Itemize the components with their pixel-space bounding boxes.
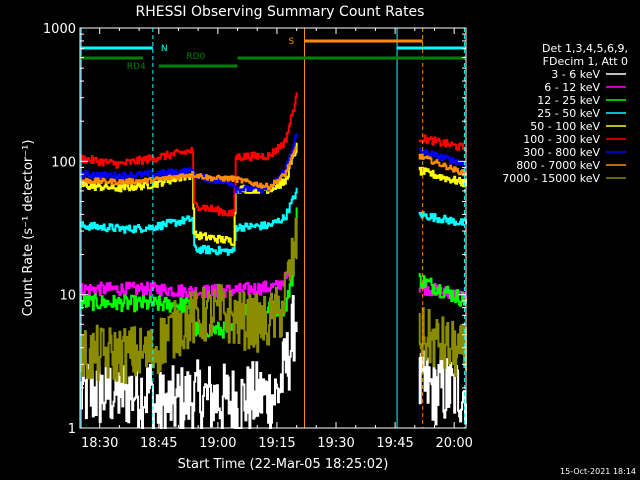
plot-data-layer bbox=[80, 92, 467, 429]
series-7 bbox=[80, 146, 467, 191]
y-tick-label-3: 1000 bbox=[43, 22, 76, 37]
rd0-label: RD0 bbox=[186, 52, 205, 62]
series-line-1-segment-0 bbox=[80, 232, 298, 300]
series-8 bbox=[80, 217, 467, 384]
series-line-6-segment-1 bbox=[418, 147, 467, 168]
x-tick-label-6: 20:00 bbox=[435, 436, 472, 451]
y-tick-label-2: 100 bbox=[51, 155, 76, 170]
series-3 bbox=[80, 187, 467, 256]
series-line-4-segment-1 bbox=[418, 166, 467, 188]
x-tick-label-2: 19:00 bbox=[199, 436, 236, 451]
chart-title: RHESSI Observing Summary Count Rates bbox=[136, 4, 425, 20]
y-axis-label: Count Rate (s⁻¹ detector⁻¹) bbox=[21, 140, 36, 317]
legend-label-2: 12 - 25 keV bbox=[537, 94, 600, 107]
legend-header-0: Det 1,3,4,5,6,9, bbox=[542, 42, 628, 55]
series-line-8-segment-0 bbox=[80, 217, 298, 384]
series-line-5-segment-0 bbox=[80, 92, 298, 217]
series-line-2-segment-1 bbox=[418, 273, 467, 307]
legend-label-1: 6 - 12 keV bbox=[544, 81, 600, 94]
axis-ticks: 18:30 18:45 19:00 19:15 19:30 19:45 20:00 1 10 10… bbox=[43, 22, 473, 451]
rd4-label: RD4 bbox=[127, 62, 146, 72]
legend-label-5: 100 - 300 keV bbox=[523, 133, 600, 146]
x-tick-label-0: 18:30 bbox=[81, 436, 118, 451]
x-axis-label: Start Time (22-Mar-05 18:25:02) bbox=[178, 457, 389, 472]
series-line-7-segment-1 bbox=[418, 153, 467, 177]
legend-header-1: FDecim 1, Att 0 bbox=[543, 55, 628, 68]
plot-frame bbox=[79, 27, 467, 429]
footer-date: 15-Oct-2021 18:14 bbox=[560, 467, 636, 476]
annotation-layer: N S RD0 RD4 bbox=[80, 28, 466, 428]
legend-label-8: 7000 - 15000 keV bbox=[502, 172, 600, 185]
x-tick-label-3: 19:15 bbox=[258, 436, 295, 451]
series-5 bbox=[80, 92, 467, 217]
series-line-5-segment-1 bbox=[418, 134, 467, 153]
s-label: S bbox=[289, 37, 295, 47]
legend-label-6: 300 - 800 keV bbox=[523, 146, 600, 159]
series-line-3-segment-1 bbox=[418, 211, 467, 226]
y-tick-label-0: 1 bbox=[68, 422, 76, 437]
legend-label-7: 800 - 7000 keV bbox=[516, 159, 600, 172]
legend-label-3: 25 - 50 keV bbox=[537, 107, 600, 120]
legend-label-4: 50 - 100 keV bbox=[530, 120, 600, 133]
x-tick-label-4: 19:30 bbox=[317, 436, 354, 451]
series-line-7-segment-0 bbox=[80, 146, 297, 191]
legend: Det 1,3,4,5,6,9,FDecim 1, Att 03 - 6 keV… bbox=[502, 42, 628, 185]
x-tick-label-5: 19:45 bbox=[376, 436, 413, 451]
legend-label-0: 3 - 6 keV bbox=[551, 68, 600, 81]
n-label: N bbox=[161, 44, 168, 54]
x-tick-label-1: 18:45 bbox=[140, 436, 177, 451]
y-tick-label-1: 10 bbox=[59, 289, 76, 304]
series-line-8-segment-1 bbox=[418, 307, 467, 377]
series-line-3-segment-0 bbox=[80, 187, 298, 256]
